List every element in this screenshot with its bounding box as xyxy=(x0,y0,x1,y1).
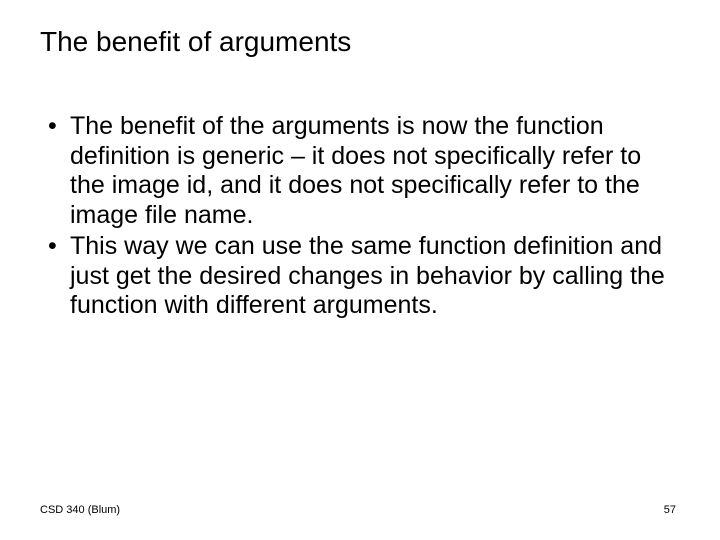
slide-body: • The benefit of the arguments is now th… xyxy=(48,112,676,323)
slide-title: The benefit of arguments xyxy=(40,26,351,58)
bullet-text: This way we can use the same function de… xyxy=(70,232,676,321)
bullet-dot-icon: • xyxy=(48,112,70,230)
bullet-text: The benefit of the arguments is now the … xyxy=(70,112,676,230)
footer-page-number: 57 xyxy=(664,504,676,516)
bullet-item: • The benefit of the arguments is now th… xyxy=(48,112,676,230)
bullet-item: • This way we can use the same function … xyxy=(48,232,676,321)
bullet-dot-icon: • xyxy=(48,232,70,321)
footer-course: CSD 340 (Blum) xyxy=(40,504,120,516)
slide: The benefit of arguments • The benefit o… xyxy=(0,0,720,540)
